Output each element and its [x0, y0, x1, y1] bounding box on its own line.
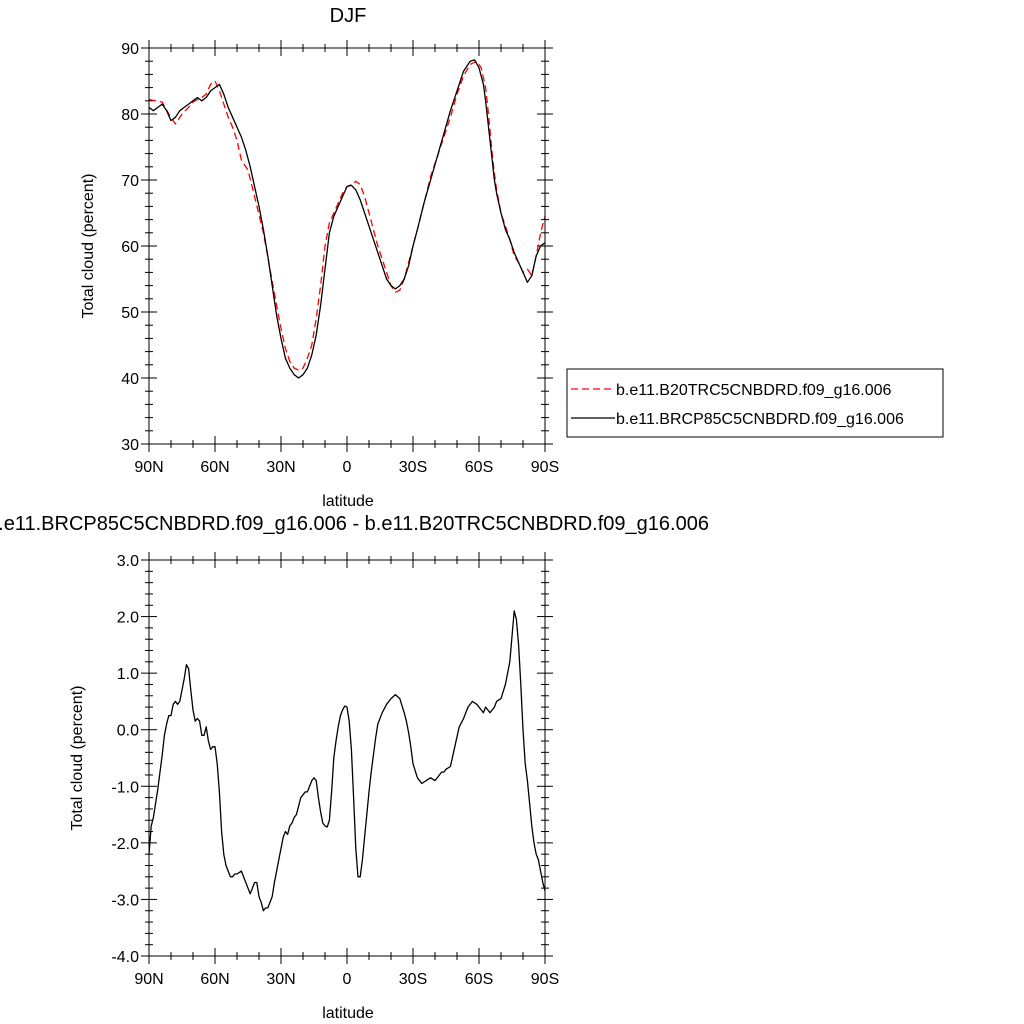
y-tick-label: 60	[121, 239, 139, 256]
x-tick-label: 90N	[134, 971, 163, 988]
y-tick-label: 1.0	[117, 666, 139, 683]
y-tick-label: 40	[121, 371, 139, 388]
x-tick-label: 30N	[266, 459, 295, 476]
bottom-plot-ticks	[141, 552, 553, 964]
bottom-plot: b.e11.BRCP85C5CNBDRD.f09_g16.006 - b.e11…	[0, 513, 709, 1022]
bottom-plot-tick-labels: 90N 60N 30N 0 30S 60S 90S -4.0 -3.0 -2.0 -1.0 0.0 1.…	[111, 553, 559, 988]
top-plot-ticks	[141, 40, 553, 452]
top-plot-xlabel: latitude	[322, 493, 374, 510]
x-tick-label: 60N	[200, 459, 229, 476]
x-tick-label: 30N	[266, 971, 295, 988]
y-tick-label: -2.0	[111, 836, 139, 853]
series-line-1	[148, 59, 546, 379]
y-tick-label: -1.0	[111, 779, 139, 796]
series-line-0	[148, 610, 546, 912]
y-tick-label: 3.0	[117, 553, 139, 570]
bottom-plot-series	[148, 610, 546, 912]
y-tick-label: 2.0	[117, 610, 139, 627]
top-plot-frame	[148, 47, 546, 445]
x-tick-label: 60S	[465, 971, 493, 988]
x-tick-label: 60N	[200, 971, 229, 988]
top-plot: DJF latitude Total cloud (percent) 90N 60…	[80, 5, 559, 510]
x-tick-label: 0	[343, 971, 352, 988]
legend-label-1: b.e11.BRCP85C5CNBDRD.f09_g16.006	[616, 411, 904, 428]
y-tick-label: 0.0	[117, 723, 139, 740]
top-plot-title: DJF	[330, 5, 367, 27]
y-tick-label: 80	[121, 107, 139, 124]
bottom-plot-xlabel: latitude	[322, 1005, 374, 1022]
y-tick-label: -4.0	[111, 949, 139, 966]
bottom-plot-ylabel: Total cloud (percent)	[69, 686, 86, 831]
legend-box	[566, 368, 944, 438]
y-tick-label: -3.0	[111, 892, 139, 909]
top-plot-ylabel: Total cloud (percent)	[80, 174, 97, 319]
x-tick-label: 30S	[399, 971, 427, 988]
y-tick-label: 90	[121, 41, 139, 58]
legend-label-0: b.e11.B20TRC5CNBDRD.f09_g16.006	[616, 382, 892, 399]
x-tick-label: 90N	[134, 459, 163, 476]
bottom-plot-title: b.e11.BRCP85C5CNBDRD.f09_g16.006 - b.e11…	[0, 513, 709, 535]
top-plot-series	[148, 59, 546, 379]
x-tick-label: 90S	[531, 971, 559, 988]
x-tick-label: 90S	[531, 459, 559, 476]
y-tick-label: 30	[121, 437, 139, 454]
x-tick-label: 30S	[399, 459, 427, 476]
bottom-plot-frame	[148, 559, 546, 957]
x-tick-label: 0	[343, 459, 352, 476]
y-tick-label: 70	[121, 173, 139, 190]
series-line-0	[148, 60, 546, 371]
top-plot-legend: b.e11.B20TRC5CNBDRD.f09_g16.006 b.e11.BR…	[566, 368, 944, 438]
top-plot-tick-labels: 90N 60N 30N 0 30S 60S 90S 30 40 50 60 70 80 90	[121, 41, 559, 476]
x-tick-label: 60S	[465, 459, 493, 476]
y-tick-label: 50	[121, 305, 139, 322]
